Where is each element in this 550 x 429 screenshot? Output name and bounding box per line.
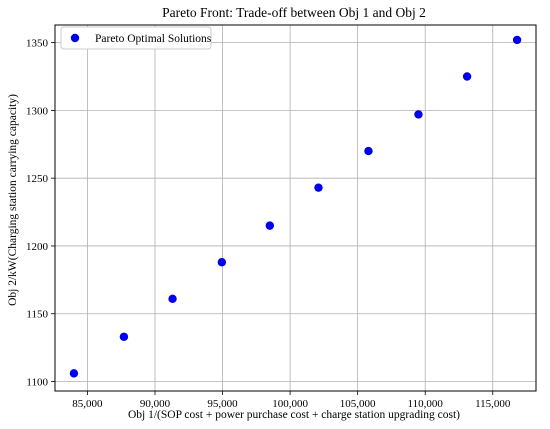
data-point: [314, 183, 323, 192]
y-tick-label: 1150: [26, 309, 48, 321]
plot-area-frame: [54, 24, 537, 392]
x-tick-label: 100,000: [272, 398, 308, 410]
x-tick-label: 85,000: [72, 398, 103, 410]
y-axis: 1100 1150 1200 1250 1300 1350: [26, 38, 55, 389]
y-tick-label: 1200: [26, 241, 49, 253]
y-tick-label: 1350: [26, 38, 49, 50]
data-point: [364, 146, 373, 156]
x-tick-label: 110,000: [408, 398, 444, 410]
x-axis-label: Obj 1/(SOP cost + power purchase cost + …: [128, 409, 460, 421]
y-tick-label: 1300: [26, 105, 49, 117]
y-axis-label: Obj 2/kW(Charging station carrying capac…: [7, 94, 19, 306]
data-point: [119, 332, 129, 341]
x-tick-label: 90,000: [140, 398, 171, 410]
scatter-series: [69, 35, 522, 378]
legend-box: [60, 26, 212, 50]
chart-title: Pareto Front: Trade-off between Obj 1 an…: [162, 5, 426, 20]
data-point: [414, 110, 423, 119]
x-axis: 85,000 90,000 95,000 100,000 105,000 110,000 1…: [72, 391, 511, 410]
grid-lines: [55, 25, 536, 391]
data-point: [168, 294, 177, 304]
y-tick-label: 1100: [26, 377, 48, 389]
legend: Pareto Optimal Solutions: [60, 26, 212, 50]
data-point: [69, 369, 79, 378]
y-tick-label: 1250: [26, 173, 49, 185]
legend-marker: [70, 33, 80, 43]
data-point: [462, 72, 472, 81]
x-tick-label: 105,000: [340, 398, 376, 410]
legend-label: Pareto Optimal Solutions: [95, 33, 212, 45]
data-point: [217, 258, 227, 267]
data-point: [265, 221, 275, 230]
x-tick-label: 95,000: [207, 398, 238, 410]
data-point: [512, 35, 522, 45]
x-tick-label: 115,000: [475, 398, 511, 410]
